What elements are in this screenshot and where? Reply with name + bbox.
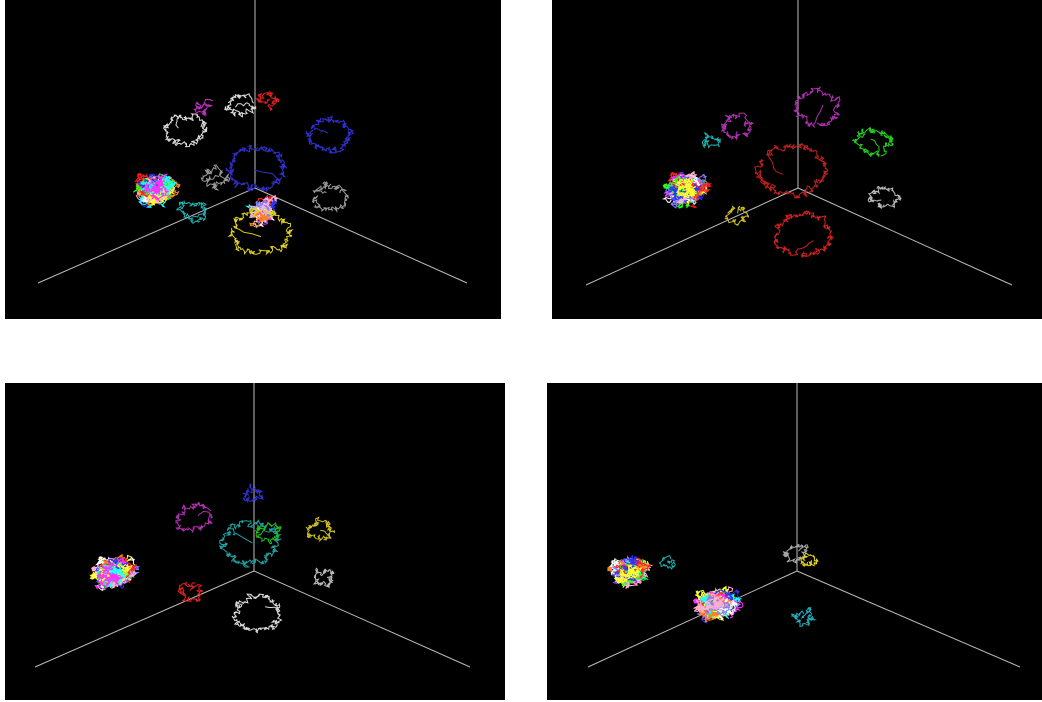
trajectory bbox=[242, 483, 264, 504]
panel-background bbox=[547, 383, 1042, 700]
trajectory bbox=[175, 501, 213, 534]
trajectory bbox=[614, 564, 643, 584]
trajectory bbox=[177, 581, 203, 603]
axis-line bbox=[587, 570, 798, 668]
trajectory bbox=[867, 185, 902, 209]
axis-line bbox=[253, 570, 471, 668]
trajectory bbox=[701, 131, 721, 149]
axis-line bbox=[585, 187, 799, 286]
trajectory bbox=[231, 593, 283, 634]
trajectory bbox=[312, 567, 335, 589]
panel bbox=[547, 383, 1042, 700]
panel bbox=[552, 0, 1042, 319]
trajectory bbox=[255, 90, 280, 111]
panel-background bbox=[552, 0, 1042, 319]
trajectory bbox=[143, 173, 169, 201]
trajectory bbox=[790, 607, 817, 627]
trajectory bbox=[693, 593, 725, 613]
axis-line bbox=[254, 187, 468, 284]
trajectory bbox=[799, 552, 819, 567]
panel bbox=[5, 383, 505, 700]
trajectory bbox=[305, 516, 336, 543]
trajectory bbox=[793, 86, 841, 128]
trajectory bbox=[162, 113, 208, 148]
trajectory bbox=[753, 142, 829, 199]
trajectory bbox=[773, 210, 834, 259]
trajectory bbox=[255, 521, 283, 545]
trajectory bbox=[219, 519, 282, 568]
trajectory bbox=[658, 554, 676, 570]
trajectory bbox=[224, 93, 257, 118]
trajectory bbox=[305, 115, 355, 154]
trajectory bbox=[249, 212, 272, 228]
panel-background bbox=[5, 0, 501, 319]
trajectory bbox=[720, 112, 755, 141]
axis-line bbox=[37, 187, 256, 284]
trajectory bbox=[193, 98, 214, 117]
panel-background bbox=[5, 383, 505, 700]
trajectory bbox=[851, 126, 894, 158]
trajectory bbox=[175, 199, 208, 224]
axis-line bbox=[797, 187, 1013, 286]
trajectory bbox=[200, 164, 231, 191]
trajectory bbox=[716, 598, 738, 621]
panel bbox=[5, 0, 501, 319]
trajectory bbox=[675, 177, 697, 200]
trajectory bbox=[311, 180, 350, 213]
trajectory bbox=[782, 543, 809, 565]
axis-line bbox=[796, 570, 1021, 668]
axis-line bbox=[34, 570, 255, 668]
trajectory bbox=[94, 556, 127, 590]
trajectory bbox=[225, 144, 288, 192]
trajectory bbox=[696, 592, 733, 623]
trajectory bbox=[724, 205, 750, 226]
trajectory bbox=[227, 206, 294, 256]
